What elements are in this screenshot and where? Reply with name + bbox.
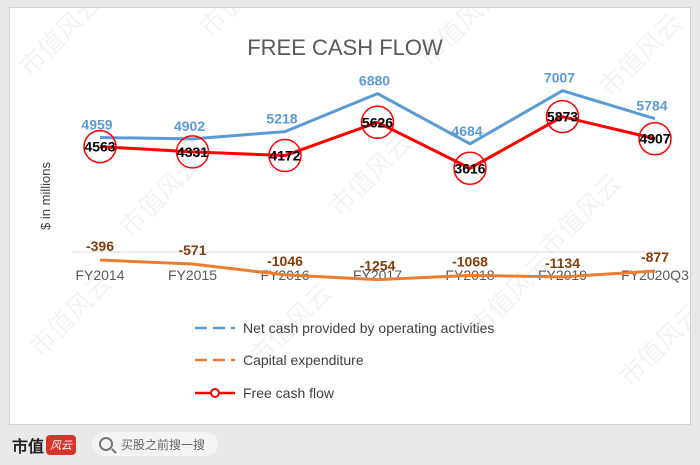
capex-data-label: -396 <box>86 238 114 254</box>
brand[interactable]: 市值 风云 <box>12 433 77 457</box>
plot-area: FY2014 FY2015 FY2016 FY2017 FY2018 FY2019 FY20… <box>75 70 689 283</box>
watermark-text: 市值风云 <box>534 168 629 263</box>
chart-title: FREE CASH FLOW <box>247 35 443 60</box>
legend-label: Capital expenditure <box>243 352 364 368</box>
free-cash-flow-data-label: 4907 <box>639 131 670 147</box>
operating-cash-data-label: 5784 <box>636 98 667 114</box>
watermark-text: 市值风云 <box>14 8 109 83</box>
free-cash-flow-point <box>545 99 580 134</box>
brand-logo: 风云 <box>46 435 77 455</box>
free-cash-flow-point <box>83 129 117 164</box>
search-placeholder: 买股之前搜一搜 <box>121 437 206 452</box>
capex-data-label: -1046 <box>267 253 303 269</box>
chart-card: 市值风云 市值风云 市值风云 市值风云 市值风云 市值风云 市值风云 市值风云 市值风云 市值风云… <box>9 7 691 425</box>
free-cash-flow-point <box>453 151 487 186</box>
operating-cash-series-line <box>99 89 656 146</box>
operating-cash-data-label: 4684 <box>451 123 482 139</box>
watermark-text: 市值风云 <box>324 128 419 223</box>
search-box[interactable]: 买股之前搜一搜 <box>92 432 218 456</box>
free-cash-flow-data-label: 4563 <box>84 139 115 155</box>
watermark-text: 市值风云 <box>594 8 689 103</box>
operating-cash-data-label: 6880 <box>359 73 390 89</box>
capex-data-label: -571 <box>178 242 206 258</box>
brand-name: 市值 <box>12 437 45 456</box>
capex-data-label: -1134 <box>545 255 580 271</box>
x-tick-label: FY2014 <box>75 267 124 283</box>
legend-marker <box>210 388 220 398</box>
free-cash-flow-data-label: 4172 <box>269 148 300 164</box>
free-cash-flow-point <box>360 105 395 140</box>
watermark-text: 市值风云 <box>114 148 209 243</box>
free-cash-flow-data-label: 5873 <box>547 109 578 125</box>
free-cash-flow-series-line <box>99 115 656 170</box>
free-cash-flow-point <box>175 135 210 169</box>
x-tick-label: FY2020Q3 <box>621 267 689 283</box>
free-cash-flow-data-label: 3616 <box>454 160 485 176</box>
capex-series-line <box>99 258 656 282</box>
x-tick-label: FY2015 <box>168 267 217 283</box>
operating-cash-data-label: 7007 <box>544 70 575 86</box>
operating-cash-data-label: 4959 <box>81 117 112 133</box>
capex-data-label: -1254 <box>360 258 396 274</box>
legend: Net cash provided by operating activitie… <box>195 320 494 401</box>
operating-cash-data-label: 4902 <box>174 118 205 134</box>
legend-label: Free cash flow <box>243 385 335 401</box>
free-cash-flow-point <box>638 121 672 156</box>
capex-data-label: -877 <box>641 249 669 265</box>
y-axis-label: $ in millions <box>38 162 53 230</box>
free-cash-flow-data-label: 5626 <box>362 114 393 130</box>
footer-bar: 市值 风云 买股之前搜一搜 <box>0 425 700 465</box>
legend-label: Net cash provided by operating activitie… <box>243 320 494 336</box>
watermark-text: 市值风云 <box>614 298 690 393</box>
operating-cash-data-label: 5218 <box>266 111 297 127</box>
capex-data-label: -1068 <box>452 253 488 269</box>
free-cash-flow-data-label: 4331 <box>177 144 208 160</box>
x-tick-label: FY2019 <box>538 267 587 283</box>
free-cash-flow-point <box>268 138 302 173</box>
search-icon <box>99 437 113 451</box>
